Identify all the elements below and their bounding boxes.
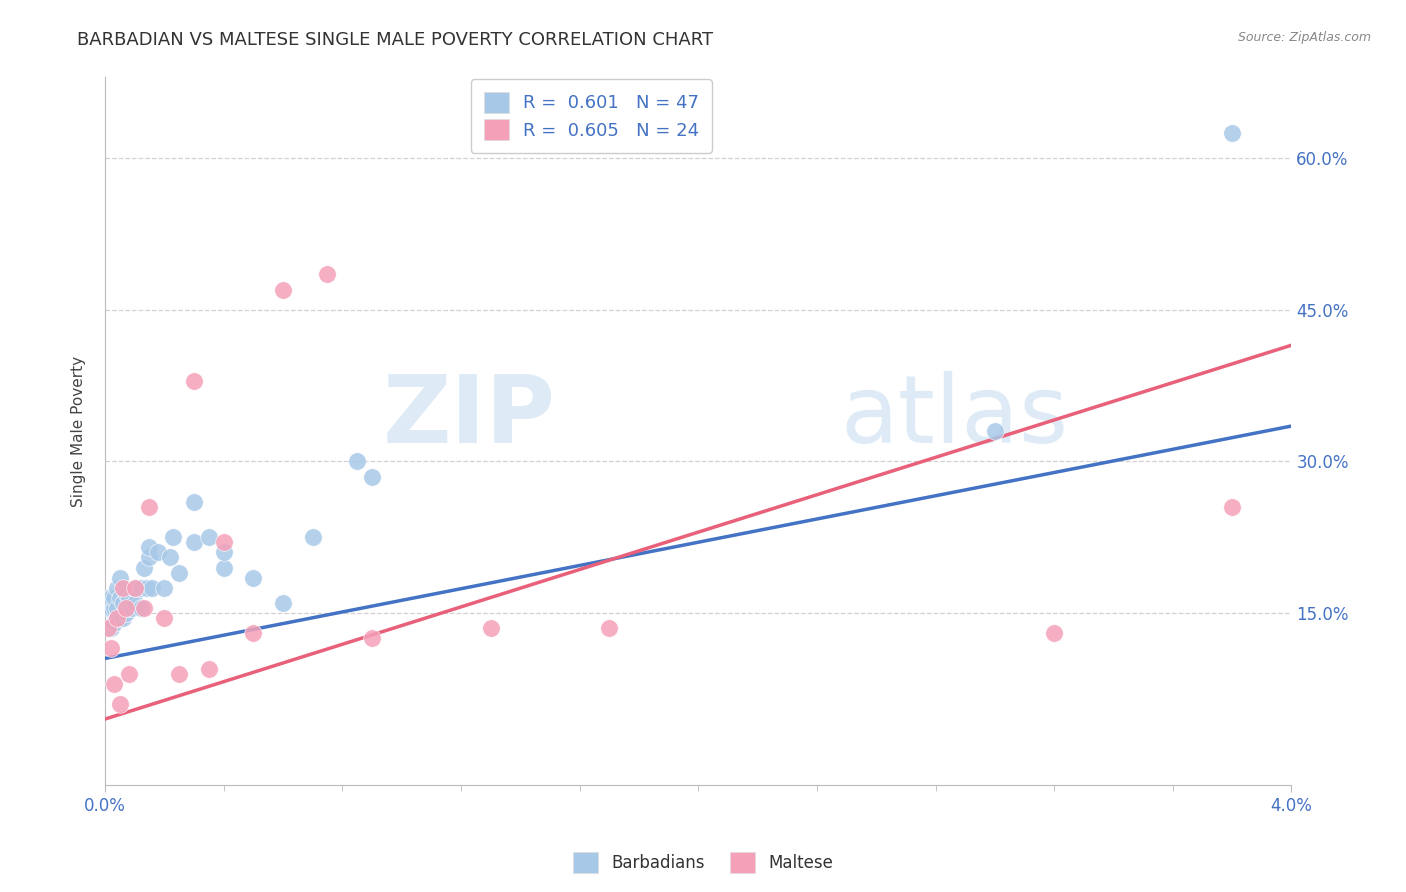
Point [984,424,1007,438]
Point [108,571,131,585]
Point [124,581,146,595]
Point [153,581,176,595]
Point [138,500,160,514]
Point [1043,626,1066,640]
Point [105,611,128,625]
Point [301,530,323,544]
Point [212,535,235,549]
Point [479,621,502,635]
Point [108,611,131,625]
Point [121,601,143,615]
Point [97,591,120,605]
Point [198,530,221,544]
Point [212,560,235,574]
Point [103,676,125,690]
Point [148,545,170,559]
Point [105,611,128,625]
Point [108,697,131,711]
Point [124,581,146,595]
Point [111,611,134,625]
Point [103,601,125,615]
Point [242,626,264,640]
Point [129,601,152,615]
Point [111,596,134,610]
Point [162,530,184,544]
Point [100,591,122,605]
Point [167,566,190,580]
Point [271,596,294,610]
Point [97,621,120,635]
Point [1220,126,1243,140]
Point [118,601,141,615]
Point [138,541,160,555]
Point [100,621,122,635]
Point [135,581,157,595]
Point [183,374,205,388]
Point [212,545,235,559]
Point [97,601,120,615]
Point [132,601,155,615]
Point [153,611,176,625]
Point [361,469,384,483]
Text: Source: ZipAtlas.com: Source: ZipAtlas.com [1237,31,1371,45]
Point [198,661,221,675]
Point [361,632,384,646]
Point [138,550,160,565]
Legend: Barbadians, Maltese: Barbadians, Maltese [567,846,839,880]
Point [108,591,131,605]
Point [1220,500,1243,514]
Y-axis label: Single Male Poverty: Single Male Poverty [72,356,86,507]
Point [159,550,181,565]
Point [167,666,190,681]
Point [271,283,294,297]
Point [132,560,155,574]
Legend: R =  0.601   N = 47, R =  0.605   N = 24: R = 0.601 N = 47, R = 0.605 N = 24 [471,79,711,153]
Text: ZIP: ZIP [382,371,555,463]
Point [114,601,136,615]
Point [105,601,128,615]
Point [124,596,146,610]
Point [183,535,205,549]
Point [598,621,620,635]
Point [105,581,128,595]
Point [242,571,264,585]
Point [114,606,136,620]
Point [118,591,141,605]
Text: BARBADIAN VS MALTESE SINGLE MALE POVERTY CORRELATION CHART: BARBADIAN VS MALTESE SINGLE MALE POVERTY… [77,31,713,49]
Point [316,268,339,282]
Point [129,581,152,595]
Point [118,666,141,681]
Text: atlas: atlas [841,371,1069,463]
Point [100,641,122,656]
Point [114,586,136,600]
Point [100,601,122,615]
Point [141,581,163,595]
Point [103,616,125,631]
Point [346,454,368,468]
Point [103,591,125,605]
Point [111,581,134,595]
Point [183,495,205,509]
